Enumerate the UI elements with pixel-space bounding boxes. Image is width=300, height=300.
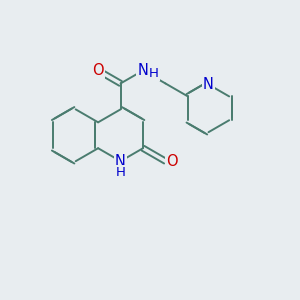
Text: O: O — [166, 154, 178, 169]
Text: H: H — [116, 167, 125, 179]
Text: H: H — [149, 67, 159, 80]
Text: N: N — [115, 154, 126, 169]
Text: O: O — [92, 63, 104, 78]
Text: N: N — [203, 77, 214, 92]
Text: N: N — [138, 63, 148, 78]
